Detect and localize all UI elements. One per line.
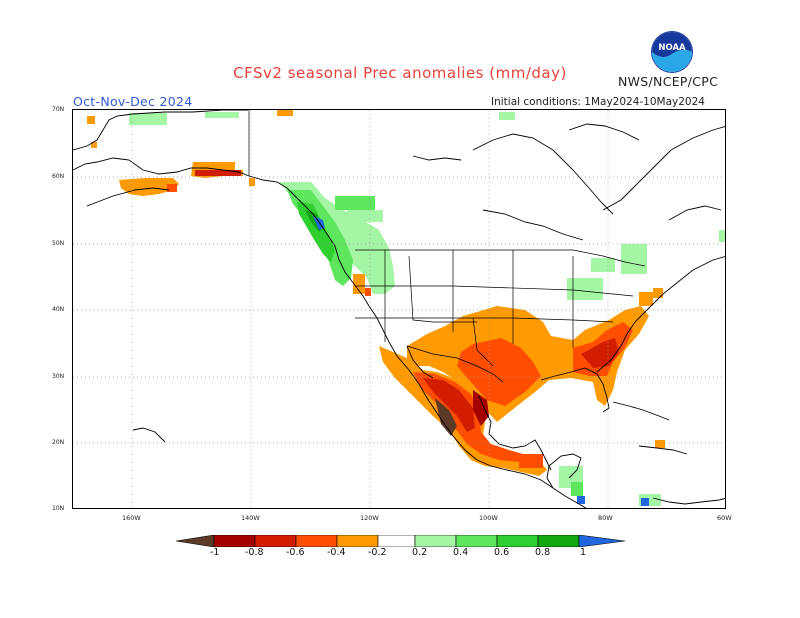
colorbar-swatch <box>537 535 580 547</box>
colorbar-label: -0.2 <box>368 547 387 558</box>
lat-label-40: 40N <box>52 306 65 313</box>
lon-grid <box>131 110 609 508</box>
coastlines <box>73 110 725 508</box>
anomaly-shading <box>87 110 725 506</box>
lat-grid <box>73 176 725 444</box>
noaa-logo-icon: NOAA <box>651 31 693 73</box>
lon-label-120w: 120W <box>360 514 379 522</box>
noaa-logo-text: NOAA <box>658 43 686 53</box>
colorbar-swatch <box>414 535 457 547</box>
lon-label-140w: 140W <box>241 514 260 522</box>
forecast-period: Oct-Nov-Dec 2024 <box>73 94 193 109</box>
colorbar-swatch <box>336 535 379 547</box>
colorbar <box>176 535 626 547</box>
lat-label-60: 60N <box>52 173 65 180</box>
lat-label-30: 30N <box>52 373 65 380</box>
lat-label-20: 20N <box>52 439 65 446</box>
colorbar-swatch <box>377 535 416 547</box>
colorbar-label: 0.2 <box>412 547 428 558</box>
lon-label-80w: 80W <box>598 514 613 522</box>
lat-label-50: 50N <box>52 240 65 247</box>
lat-label-70: 70N <box>52 106 65 113</box>
colorbar-swatch <box>295 535 338 547</box>
colorbar-swatch <box>455 535 498 547</box>
colorbar-swatch <box>578 535 626 547</box>
colorbar-label: 0.6 <box>494 547 510 558</box>
borders <box>248 110 646 383</box>
lon-label-160w: 160W <box>122 514 141 522</box>
lat-label-10: 10N <box>52 505 65 512</box>
colorbar-swatch <box>254 535 297 547</box>
colorbar-swatch <box>176 535 215 547</box>
colorbar-label: -1 <box>210 547 220 558</box>
colorbar-swatch <box>496 535 539 547</box>
initial-conditions: Initial conditions: 1May2024-10May2024 <box>491 96 705 108</box>
lon-label-60w: 60W <box>717 514 732 522</box>
colorbar-label: -0.6 <box>286 547 305 558</box>
lon-label-100w: 100W <box>479 514 498 522</box>
colorbar-label: 0.4 <box>453 547 469 558</box>
colorbar-label: 1 <box>580 547 587 558</box>
map-title: CFSv2 seasonal Prec anomalies (mm/day) <box>233 64 567 82</box>
colorbar-label: -0.4 <box>327 547 346 558</box>
colorbar-label: -0.8 <box>245 547 264 558</box>
colorbar-label: 0.8 <box>535 547 551 558</box>
colorbar-swatch <box>213 535 256 547</box>
precip-anomaly-map <box>72 109 726 509</box>
map-svg <box>73 110 725 508</box>
agency-label: NWS/NCEP/CPC <box>618 74 719 89</box>
